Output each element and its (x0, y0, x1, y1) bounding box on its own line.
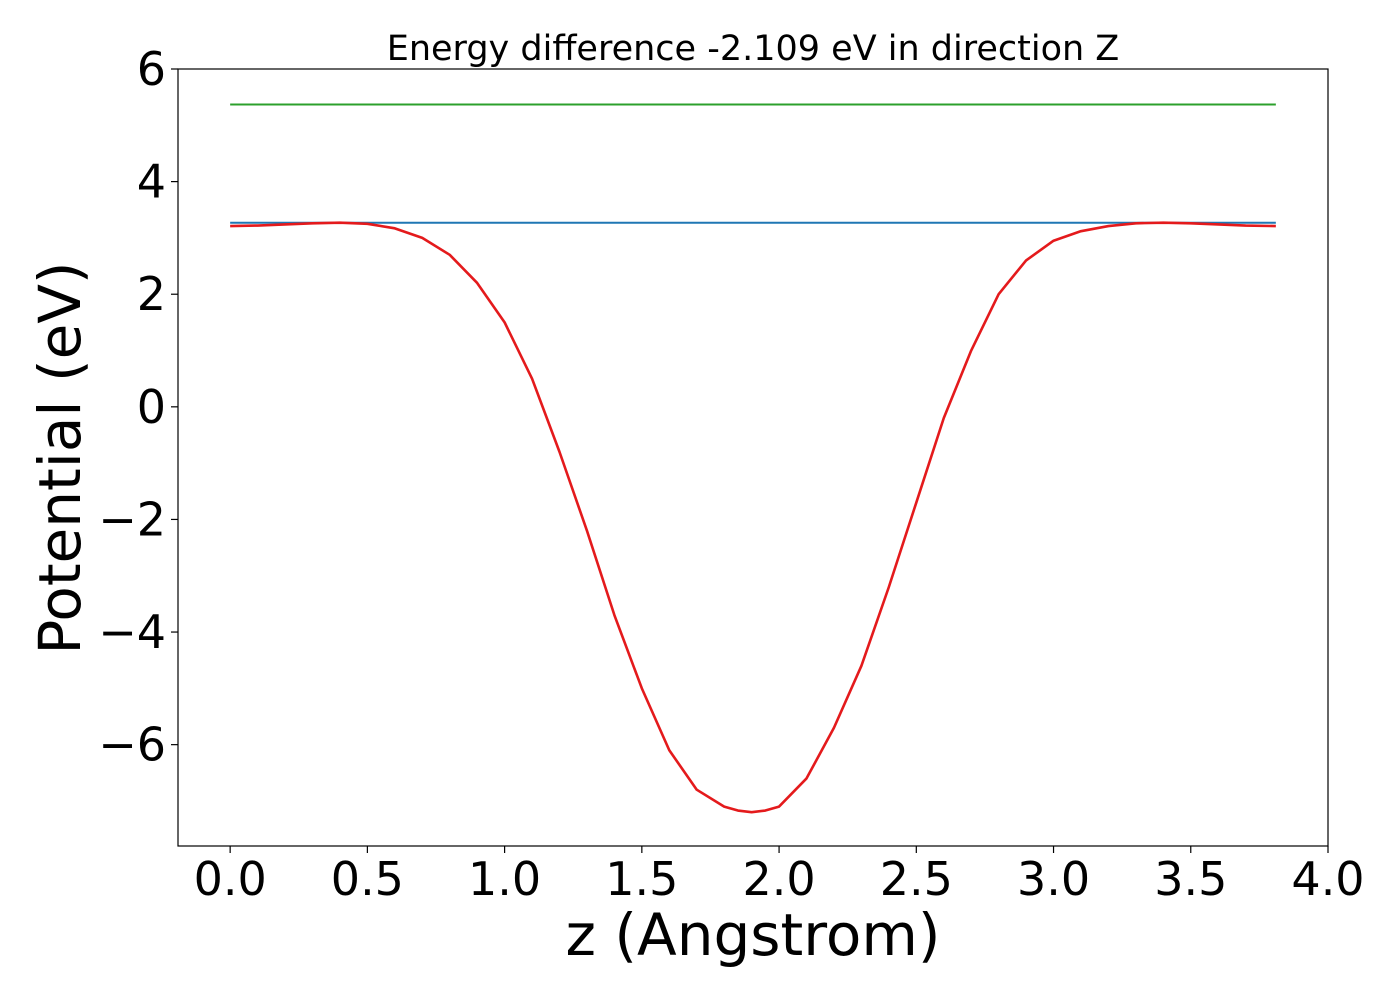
x-tick-label: 2.5 (880, 852, 953, 906)
y-axis: 6 4 2 0 −2 −4 −6 (98, 42, 178, 772)
chart-title: Energy difference -2.109 eV in direction… (387, 29, 1120, 69)
y-tick-label: −2 (98, 492, 166, 546)
y-tick-label: 4 (137, 155, 166, 209)
x-axis: 0.0 0.5 1.0 1.5 2.0 2.5 3.0 3.5 4.0 (194, 846, 1365, 906)
x-tick-label: 2.0 (742, 852, 815, 906)
y-tick-label: 6 (137, 42, 166, 96)
x-tick-label: 1.5 (605, 852, 678, 906)
y-tick-label: −6 (98, 718, 166, 772)
plot-frame (177, 68, 1329, 847)
y-tick-label: 0 (137, 380, 166, 434)
x-tick-label: 0.0 (194, 852, 267, 906)
x-tick-label: 1.0 (468, 852, 541, 906)
x-tick-label: 3.0 (1017, 852, 1090, 906)
x-axis-label: z (Angstrom) (566, 901, 941, 969)
series-layer (230, 103, 1276, 814)
x-tick-label: 3.5 (1154, 852, 1227, 906)
y-axis-label: Potential (eV) (26, 261, 94, 654)
x-tick-label: 4.0 (1291, 852, 1364, 906)
y-tick-label: 2 (137, 267, 166, 321)
y-tick-label: −4 (98, 605, 166, 659)
x-tick-label: 0.5 (331, 852, 404, 906)
series-line-3 (230, 221, 1276, 814)
